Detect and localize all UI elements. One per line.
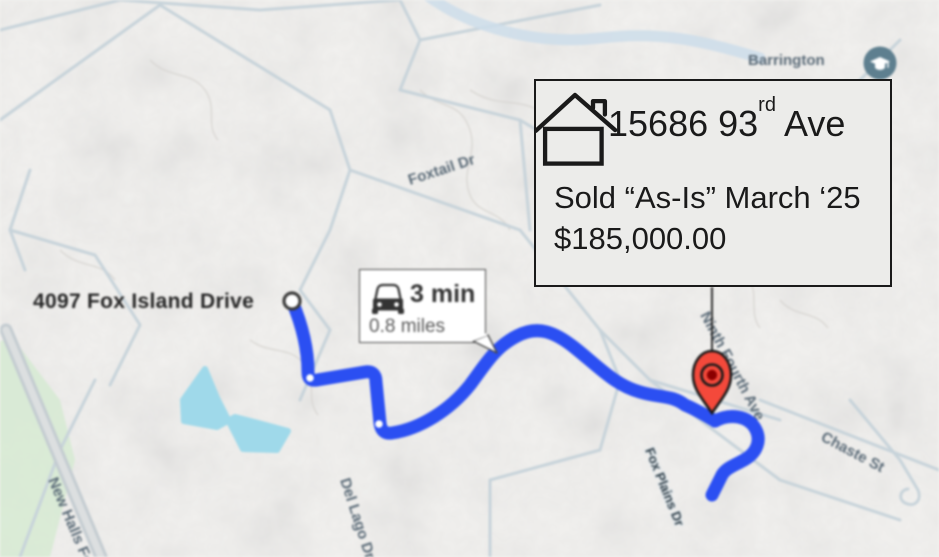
svg-text:Barrington: Barrington bbox=[748, 52, 825, 69]
